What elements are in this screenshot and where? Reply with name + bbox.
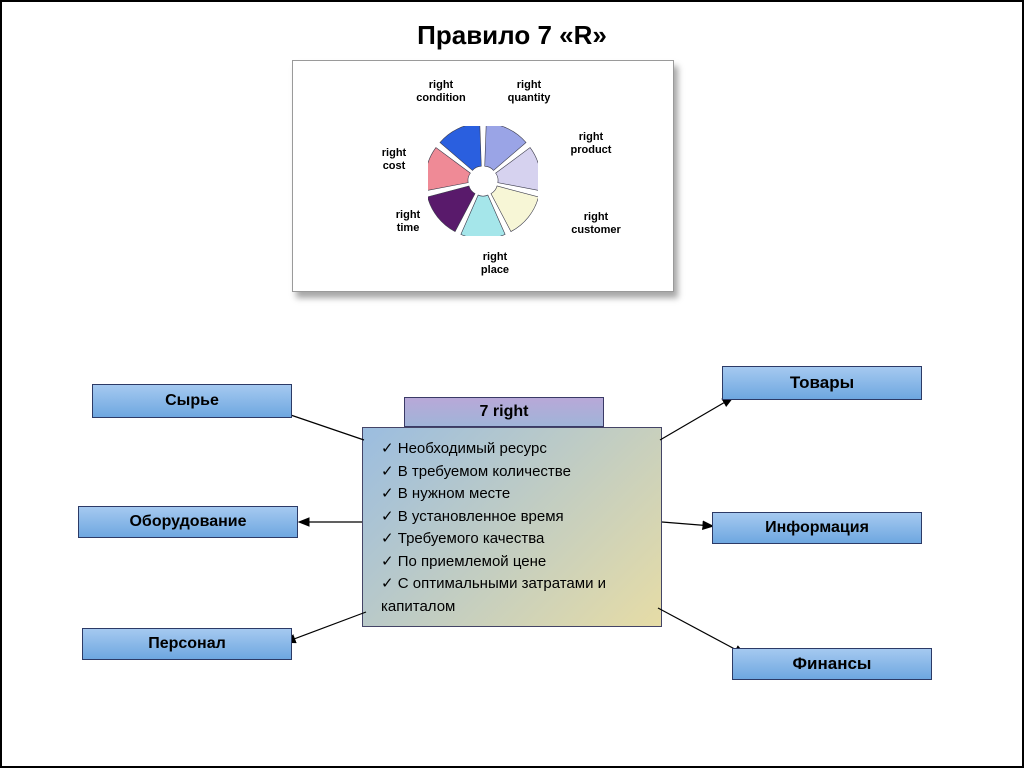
arrow [660,398,732,440]
pie-label: rightplace [455,251,535,276]
arrow [662,522,712,526]
pie-chart [428,126,538,236]
pie-label: rightproduct [561,131,621,156]
checklist-item: В требуемом количестве [381,461,647,484]
checklist-item: Требуемого качества [381,528,647,551]
checklist-item: В установленное время [381,506,647,529]
pie-chart-panel: rightcondition rightquantity rightproduct r… [292,60,674,292]
node-equip: Оборудование [78,506,298,538]
center-title-label: 7 right [480,403,529,421]
arrow [286,612,366,642]
page-title: Правило 7 «R» [2,20,1022,51]
pie-label: rightquantity [499,79,559,104]
pie-label: rightcustomer [561,211,631,236]
center-body-box: Необходимый ресурсВ требуемом количестве… [362,427,662,627]
node-raw: Сырье [92,384,292,418]
checklist-item: С оптимальными затратами и капиталом [381,573,647,618]
node-info: Информация [712,512,922,544]
checklist-item: По приемлемой цене [381,551,647,574]
node-goods: Товары [722,366,922,400]
node-fin: Финансы [732,648,932,680]
node-staff: Персонал [82,628,292,660]
pie-label: rightcondition [411,79,471,104]
checklist-item: В нужном месте [381,483,647,506]
pie-wrap [428,126,538,236]
pie-label: righttime [373,209,443,234]
checklist-item: Необходимый ресурс [381,438,647,461]
center-title-box: 7 right [404,397,604,427]
pie-label: rightcost [359,147,429,172]
